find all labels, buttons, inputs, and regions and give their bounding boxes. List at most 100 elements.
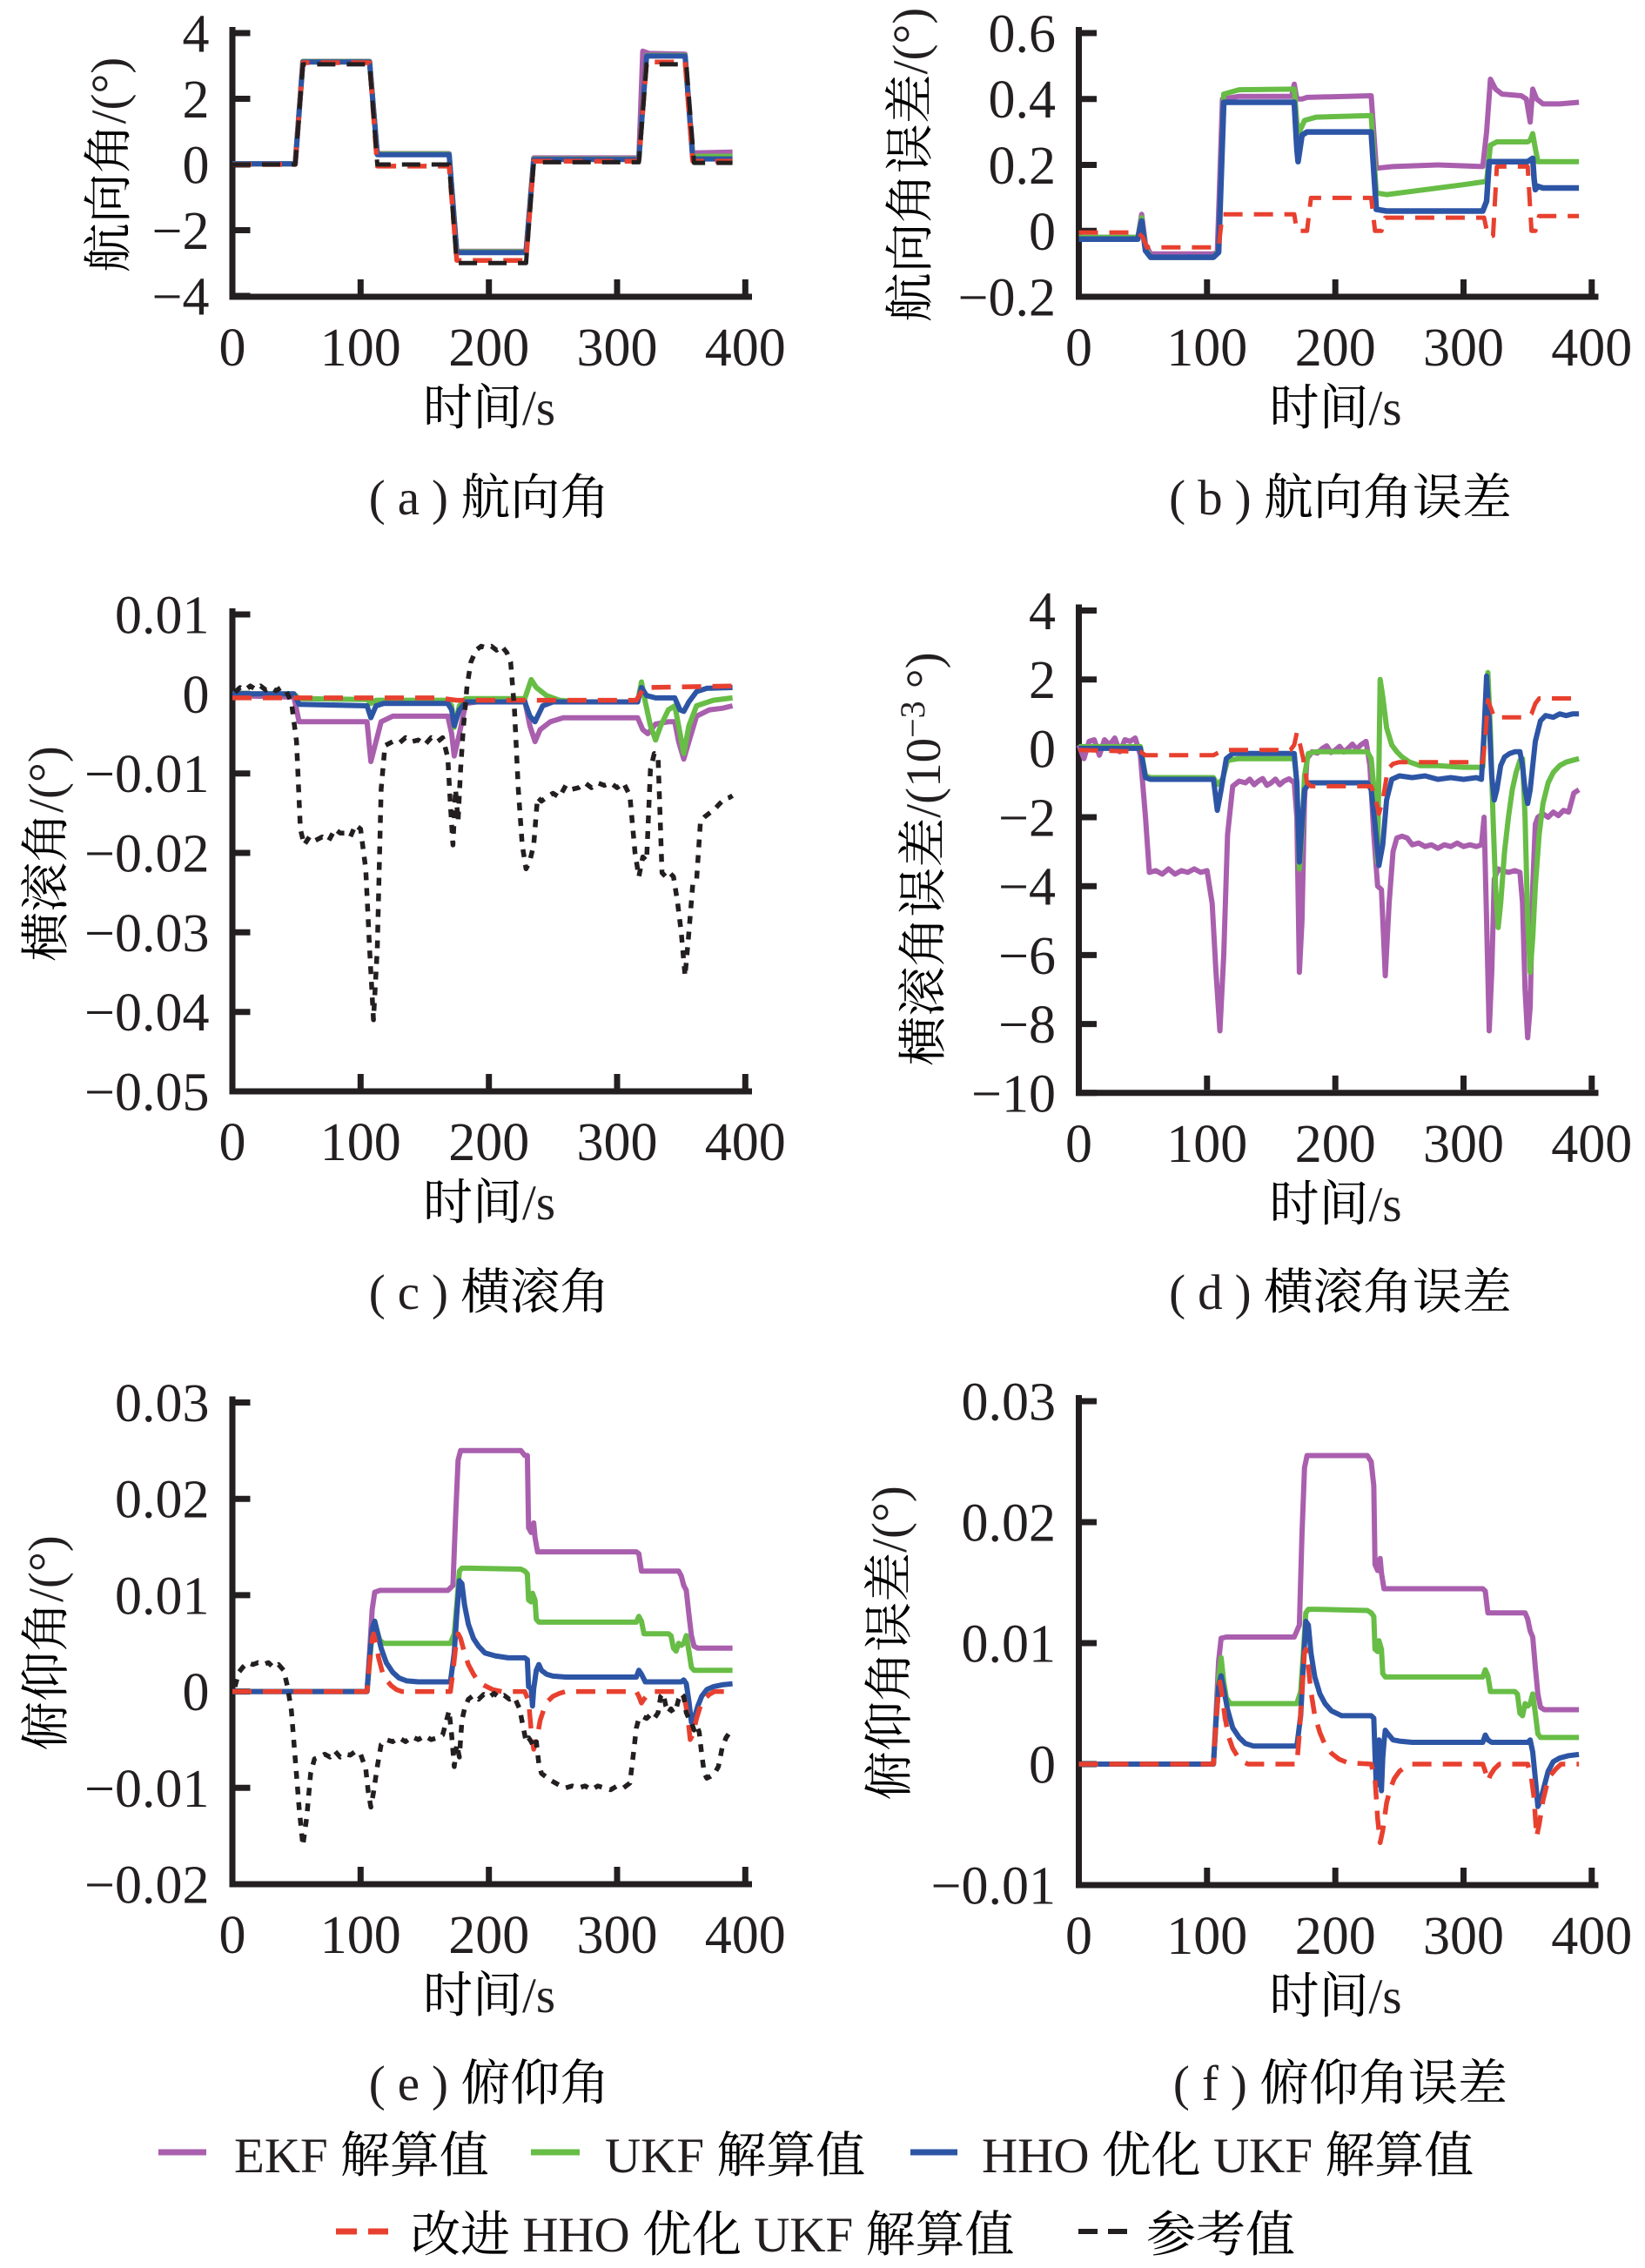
svg-text:0: 0 (183, 666, 210, 725)
svg-text:−0.2: −0.2 (958, 269, 1056, 328)
svg-text:HHO: HHO (982, 2129, 1090, 2184)
svg-text:0: 0 (1029, 203, 1056, 262)
svg-text:300: 300 (577, 1113, 658, 1172)
svg-text:/s: /s (1369, 1178, 1402, 1232)
svg-text:−8: −8 (998, 996, 1056, 1055)
svg-text:c: c (398, 1265, 420, 1320)
svg-text:0: 0 (1029, 720, 1056, 779)
svg-text:300: 300 (1423, 319, 1504, 378)
svg-text:−0.02: −0.02 (84, 825, 209, 884)
svg-text:−0.03: −0.03 (84, 904, 209, 963)
svg-text:−2: −2 (998, 789, 1056, 849)
svg-text:−0.01: −0.01 (84, 1760, 209, 1819)
svg-text:400: 400 (1551, 1115, 1632, 1174)
svg-text:°): °) (896, 652, 951, 688)
svg-text:/(°): /(°) (82, 57, 137, 124)
svg-text:(: ( (369, 1265, 386, 1320)
svg-text:−0.01: −0.01 (84, 745, 209, 804)
svg-text:0: 0 (1065, 1907, 1092, 1966)
svg-text:100: 100 (1166, 319, 1247, 378)
svg-text:/s: /s (1369, 381, 1402, 436)
svg-text:): ) (432, 1265, 448, 1320)
svg-text:): ) (1231, 2057, 1247, 2111)
svg-text:HHO: HHO (522, 2208, 630, 2263)
svg-text:0: 0 (1065, 319, 1092, 378)
svg-text:e: e (398, 2057, 420, 2111)
svg-text:0.03: 0.03 (962, 1373, 1057, 1433)
svg-text:): ) (1235, 471, 1252, 526)
svg-text:UKF: UKF (1213, 2129, 1313, 2184)
svg-text:2: 2 (183, 70, 210, 130)
svg-text:100: 100 (320, 1113, 401, 1172)
svg-text:0.01: 0.01 (115, 1567, 210, 1626)
svg-text:/s: /s (1369, 1969, 1402, 2024)
svg-text:0.02: 0.02 (962, 1494, 1057, 1553)
svg-text:400: 400 (1551, 319, 1632, 378)
svg-text:2: 2 (1029, 651, 1056, 710)
svg-text:(: ( (1169, 1265, 1185, 1320)
svg-text:−0.04: −0.04 (84, 983, 209, 1043)
svg-text:400: 400 (705, 1906, 786, 1965)
svg-text:−3: −3 (893, 701, 932, 738)
svg-text:−4: −4 (152, 268, 210, 327)
svg-text:200: 200 (1295, 1907, 1376, 1966)
svg-text:400: 400 (1551, 1907, 1632, 1966)
svg-text:/s: /s (522, 381, 555, 436)
svg-text:d: d (1198, 1265, 1223, 1320)
svg-text:300: 300 (577, 1906, 658, 1965)
svg-text:/s: /s (522, 1969, 555, 2023)
svg-text:EKF: EKF (234, 2129, 328, 2184)
svg-text:−4: −4 (998, 858, 1056, 917)
svg-text:): ) (432, 471, 448, 526)
svg-text:0: 0 (183, 137, 210, 196)
svg-text:100: 100 (320, 319, 401, 378)
svg-text:/(°): /(°) (863, 1486, 917, 1553)
svg-text:300: 300 (1423, 1907, 1504, 1966)
svg-text:(: ( (369, 2057, 386, 2111)
svg-text:−0.02: −0.02 (84, 1856, 209, 1916)
svg-text:(: ( (1173, 2057, 1190, 2111)
svg-text:−2: −2 (152, 202, 210, 261)
svg-text:400: 400 (705, 1113, 786, 1172)
svg-text:−6: −6 (998, 927, 1056, 986)
svg-text:0.4: 0.4 (989, 70, 1057, 130)
svg-text:0: 0 (219, 1113, 246, 1172)
svg-text:0: 0 (219, 319, 246, 378)
svg-text:/(°): /(°) (19, 1535, 74, 1602)
svg-text:200: 200 (448, 1113, 529, 1172)
svg-text:b: b (1198, 471, 1223, 526)
svg-text:−10: −10 (971, 1064, 1056, 1124)
svg-text:UKF: UKF (605, 2129, 704, 2184)
svg-text:200: 200 (1295, 1115, 1376, 1174)
svg-text:(: ( (369, 471, 386, 526)
svg-text:0.01: 0.01 (115, 587, 210, 646)
svg-text:100: 100 (320, 1906, 401, 1965)
svg-text:100: 100 (1166, 1115, 1247, 1174)
svg-text:100: 100 (1166, 1907, 1247, 1966)
svg-text:0.01: 0.01 (962, 1615, 1057, 1674)
svg-text:/(°): /(°) (19, 746, 74, 813)
svg-text:): ) (1235, 1265, 1252, 1320)
svg-text:−0.05: −0.05 (84, 1064, 209, 1123)
svg-text:0.03: 0.03 (115, 1374, 210, 1433)
svg-text:): ) (432, 2057, 448, 2111)
svg-text:a: a (398, 471, 420, 526)
svg-text:0: 0 (219, 1906, 246, 1965)
svg-text:UKF: UKF (754, 2208, 853, 2263)
svg-text:300: 300 (1423, 1115, 1504, 1174)
svg-text:200: 200 (448, 319, 529, 378)
svg-text:200: 200 (448, 1906, 529, 1965)
svg-text:4: 4 (183, 5, 210, 64)
svg-text:/(°): /(°) (883, 8, 938, 75)
svg-text:0: 0 (183, 1663, 210, 1722)
svg-text:(: ( (1169, 471, 1185, 526)
svg-text:f: f (1202, 2057, 1219, 2111)
svg-text:/s: /s (522, 1176, 555, 1231)
svg-text:4: 4 (1029, 582, 1056, 641)
svg-text:300: 300 (577, 319, 658, 378)
svg-text:0.02: 0.02 (115, 1471, 210, 1530)
svg-text:0: 0 (1029, 1736, 1056, 1795)
svg-text:−0.01: −0.01 (931, 1857, 1056, 1916)
svg-text:200: 200 (1295, 319, 1376, 378)
svg-text:0: 0 (1065, 1115, 1092, 1174)
